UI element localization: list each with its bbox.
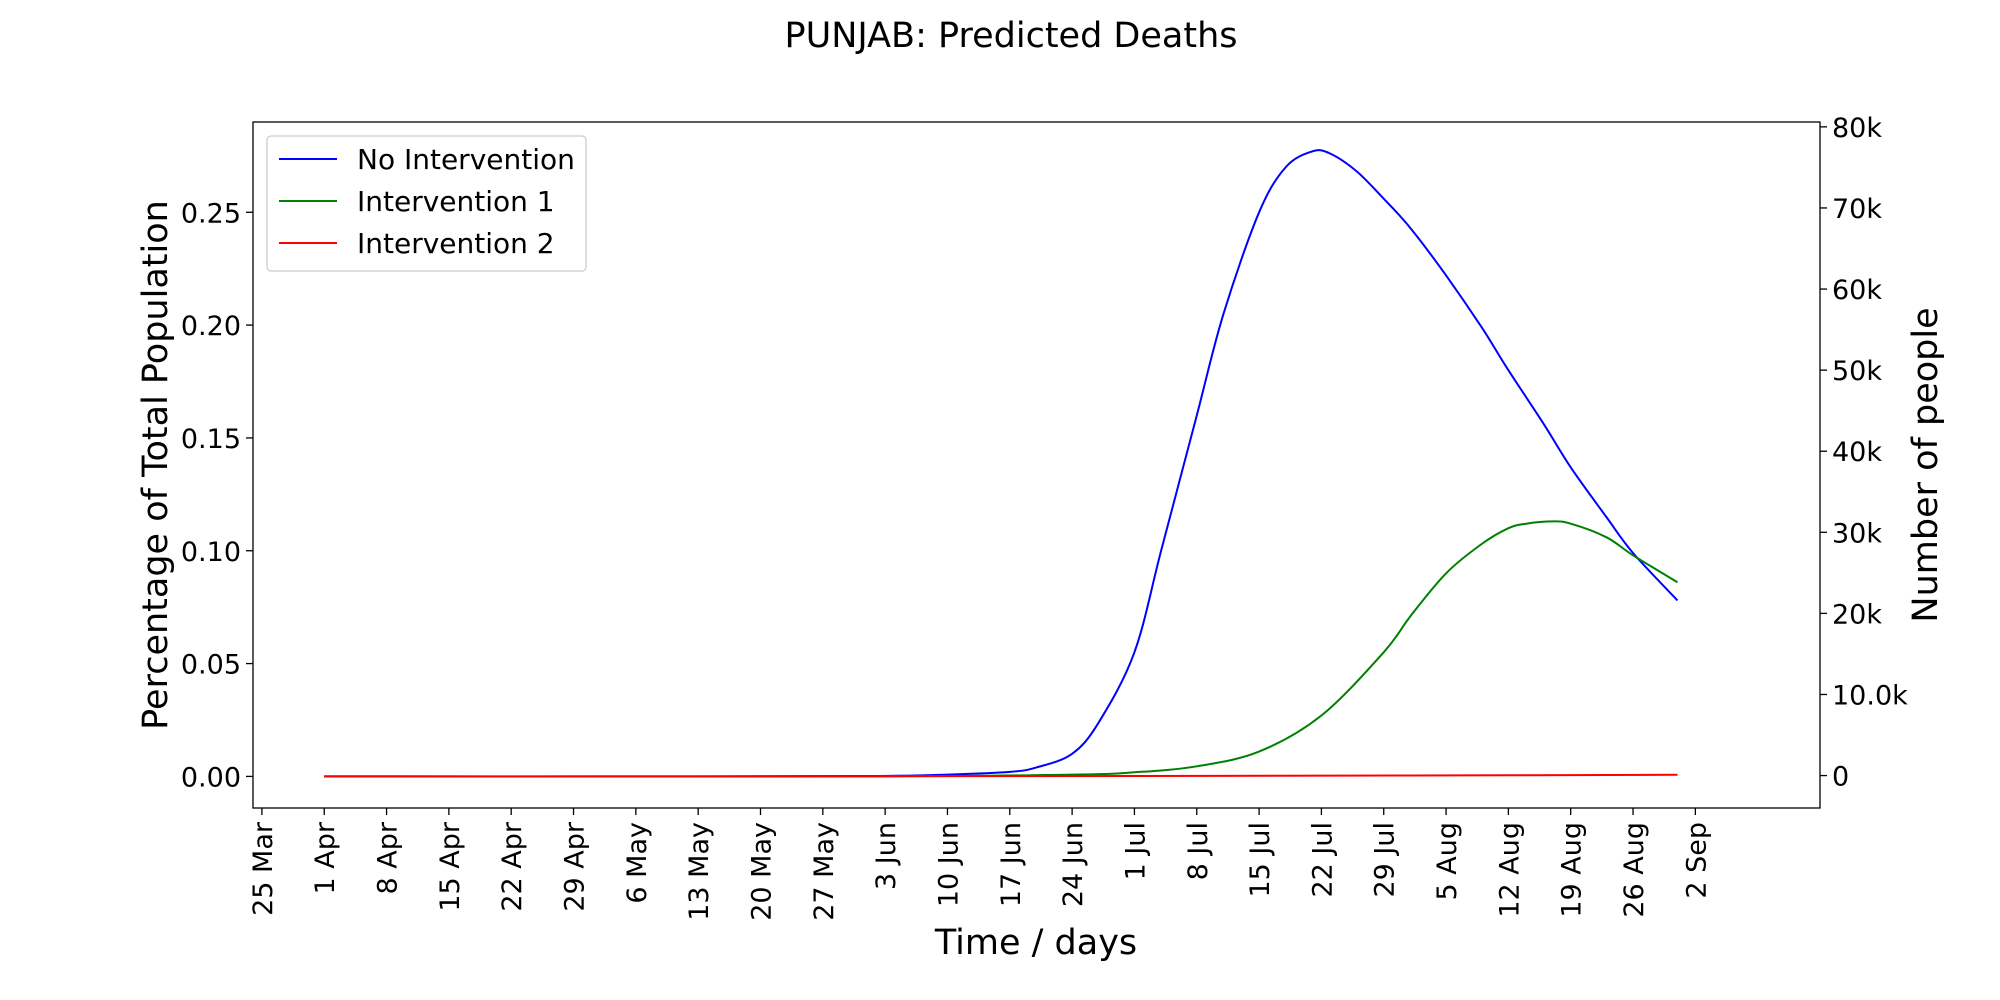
y-tick-label: 0.15 [181,424,241,455]
x-tick-label: 3 Jun [871,822,902,890]
legend-label-no-intervention: No Intervention [357,143,575,176]
x-tick-label: 29 Apr [560,821,591,912]
x-tick-label: 8 Apr [373,821,404,894]
x-tick-label: 24 Jun [1058,822,1089,907]
x-tick-label: 22 Jul [1307,822,1338,898]
x-tick-label: 10 Jun [934,822,965,907]
y-tick-label: 0.25 [181,198,241,229]
series-line-no-intervention [324,149,1679,778]
y-axis-ticks: 0.00 0.05 0.10 0.15 0.20 0.25 [181,198,253,793]
x-tick-label: 19 Aug [1557,822,1588,918]
x-tick-label: 29 Jul [1370,822,1401,898]
y2-tick-label: 70k [1832,194,1882,225]
y2-tick-label: 50k [1832,356,1882,387]
x-tick-label: 6 May [622,822,653,904]
y2-axis-label: Number of people [1906,307,1946,622]
y-tick-label: 0.05 [181,650,241,681]
x-tick-label: 22 Apr [497,821,528,912]
y-axis-label: Percentage of Total Population [136,200,176,730]
y2-tick-label: 80k [1832,113,1882,144]
x-tick-label: 27 May [809,822,840,921]
x-tick-label: 1 Jul [1120,822,1151,880]
plot-frame [252,121,1821,809]
legend-box [266,135,587,272]
legend: No Intervention Intervention 1 Intervent… [266,135,587,272]
y2-tick-label: 0 [1832,762,1849,793]
chart-title: PUNJAB: Predicted Deaths [785,16,1238,56]
x-axis-ticks: 25 Mar 1 Apr 8 Apr 15 Apr 22 Apr 29 Apr 6 May 1… [248,808,1712,921]
x-tick-label: 20 May [747,822,778,921]
plot-lines [324,149,1679,778]
x-tick-label: 13 May [684,822,715,921]
x-tick-label: 15 Apr [435,821,466,912]
series-line-intervention-2 [324,773,1678,778]
x-axis-label: Time / days [934,923,1137,963]
legend-label-intervention-1: Intervention 1 [357,185,555,218]
x-tick-label: 26 Aug [1619,822,1650,918]
x-tick-label: 5 Aug [1432,822,1463,900]
y2-tick-label: 60k [1832,275,1882,306]
y2-tick-label: 30k [1832,518,1882,549]
y2-tick-label: 40k [1832,437,1882,468]
x-tick-label: 8 Jul [1183,822,1214,880]
y-tick-label: 0.10 [181,537,241,568]
y2-tick-label: 10.0k [1832,680,1908,711]
legend-label-intervention-2: Intervention 2 [357,227,555,260]
y2-axis-ticks: 0 10.0k 20k 30k 40k 50k 60k 70k 80k [1820,113,1908,793]
x-tick-label: 1 Apr [310,821,341,894]
x-tick-label: 17 Jun [996,822,1027,907]
x-tick-label: 15 Jul [1245,822,1276,898]
x-tick-label: 2 Sep [1681,822,1712,899]
y-tick-label: 0.20 [181,311,241,342]
x-tick-label: 12 Aug [1494,822,1525,918]
x-tick-label: 25 Mar [248,821,279,916]
series-line-intervention-1 [324,520,1679,778]
y2-tick-label: 20k [1832,599,1882,630]
y-tick-label: 0.00 [181,762,241,793]
